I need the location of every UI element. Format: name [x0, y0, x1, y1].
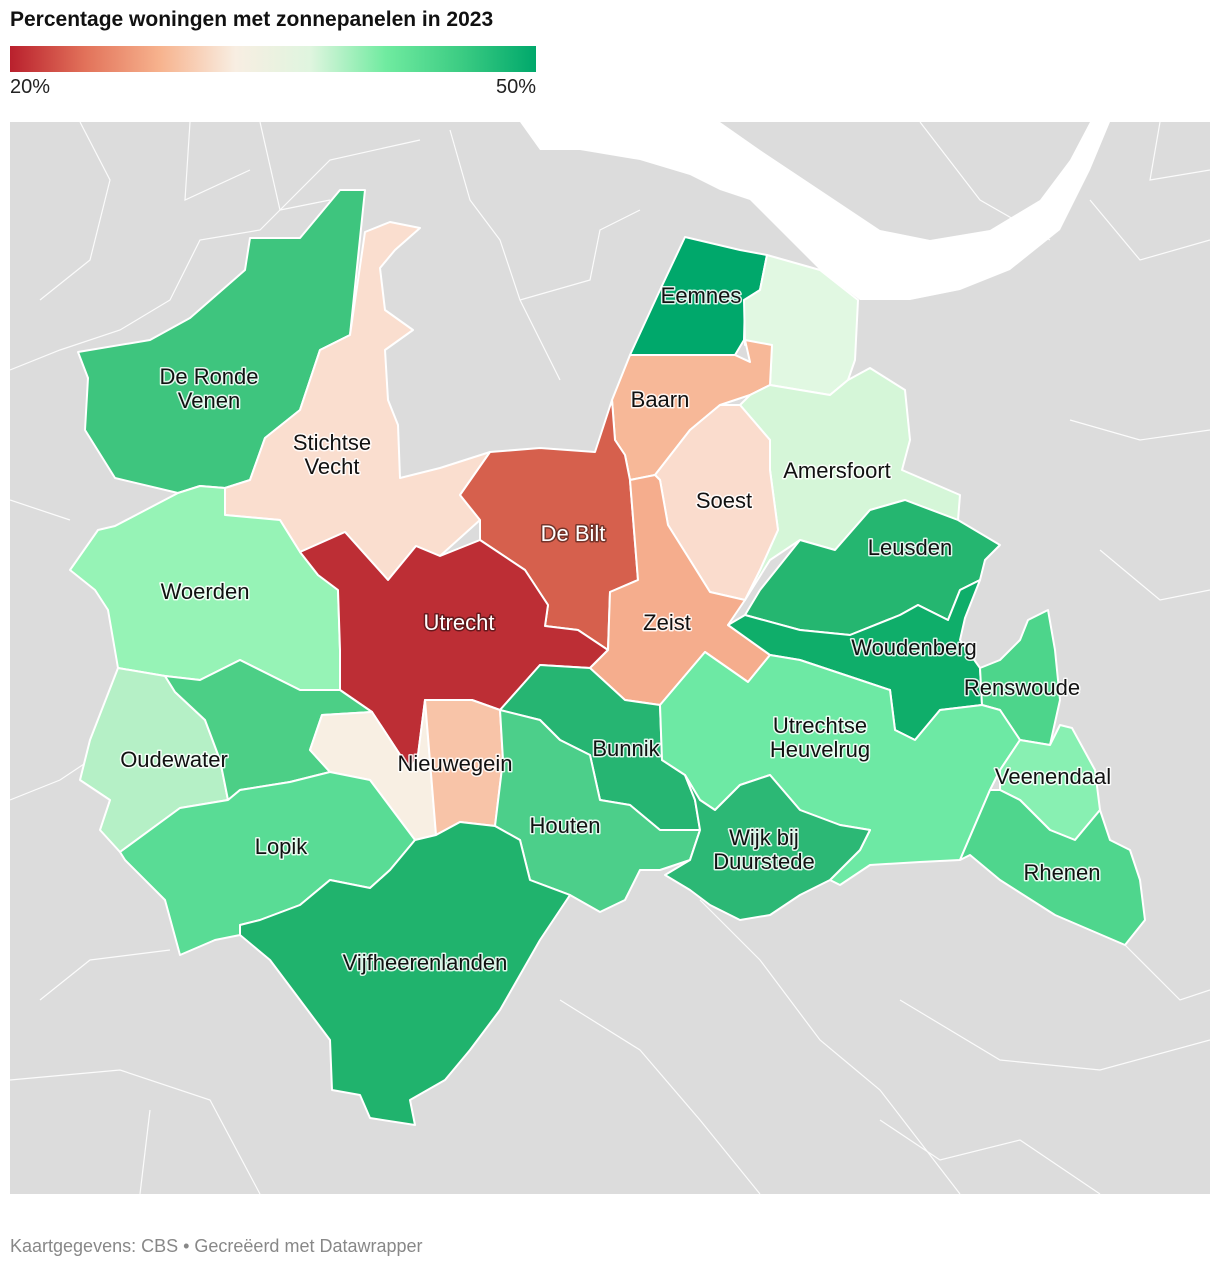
- label-eemnes: Eemnes: [661, 283, 742, 308]
- label-nieuwegein: Nieuwegein: [398, 751, 513, 776]
- label-stichtse-vecht: Stichtse Vecht: [293, 430, 371, 479]
- municipality-map: De Ronde Venen Stichtse Vecht Eemnes Baarn…: [10, 122, 1210, 1194]
- label-line: Lopik: [255, 834, 309, 859]
- label-line: De Bilt: [541, 521, 606, 546]
- label-line: De Ronde: [159, 364, 258, 389]
- label-de-bilt: De Bilt: [541, 521, 606, 546]
- label-line: Nieuwegein: [398, 751, 513, 776]
- water-body: [520, 122, 1110, 300]
- label-woudenberg: Woudenberg: [851, 635, 977, 660]
- label-line: Vecht: [304, 454, 359, 479]
- legend-min-label: 20%: [10, 76, 51, 98]
- chart-title: Percentage woningen met zonnepanelen in …: [10, 8, 494, 31]
- source-credit: Kaartgegevens: CBS • Gecreëerd met Dataw…: [10, 1236, 423, 1256]
- label-line: Leusden: [868, 535, 952, 560]
- label-utrecht: Utrecht: [424, 610, 495, 635]
- label-line: Oudewater: [120, 747, 228, 772]
- label-utrechtse-heuvelrug: Utrechtse Heuvelrug: [770, 713, 870, 762]
- label-oudewater: Oudewater: [120, 747, 228, 772]
- label-wijk-bij-duurstede: Wijk bij Duurstede: [713, 825, 815, 874]
- label-line: Rhenen: [1023, 860, 1100, 885]
- label-line: Houten: [530, 813, 601, 838]
- label-line: Eemnes: [661, 283, 742, 308]
- label-line: Woerden: [161, 579, 250, 604]
- label-line: Renswoude: [964, 675, 1080, 700]
- label-line: Stichtse: [293, 430, 371, 455]
- label-rhenen: Rhenen: [1023, 860, 1100, 885]
- label-line: Vijfheerenlanden: [343, 950, 508, 975]
- label-soest: Soest: [696, 488, 752, 513]
- label-houten: Houten: [530, 813, 601, 838]
- label-amersfoort: Amersfoort: [783, 458, 891, 483]
- label-bunnik: Bunnik: [592, 736, 660, 761]
- label-line: Heuvelrug: [770, 737, 870, 762]
- label-zeist: Zeist: [643, 610, 691, 635]
- region-vijfheerenlanden: [239, 821, 571, 1126]
- legend-max-label: 50%: [495, 76, 536, 98]
- color-legend-bar: [10, 46, 536, 72]
- label-woerden: Woerden: [161, 579, 250, 604]
- label-lopik: Lopik: [255, 834, 309, 859]
- label-line: Amersfoort: [783, 458, 891, 483]
- label-line: Utrecht: [424, 610, 495, 635]
- label-veenendaal: Veenendaal: [995, 764, 1111, 789]
- region-wijk-bij-duurstede: [664, 774, 871, 921]
- label-vijfheerenlanden: Vijfheerenlanden: [343, 950, 508, 975]
- label-line: Bunnik: [592, 736, 660, 761]
- region-rhenen: [959, 789, 1146, 946]
- label-line: Baarn: [631, 387, 690, 412]
- label-de-ronde-venen: De Ronde Venen: [159, 364, 258, 413]
- label-renswoude: Renswoude: [964, 675, 1080, 700]
- label-leusden: Leusden: [868, 535, 952, 560]
- label-line: Woudenberg: [851, 635, 977, 660]
- label-line: Zeist: [643, 610, 691, 635]
- label-baarn: Baarn: [631, 387, 690, 412]
- label-line: Soest: [696, 488, 752, 513]
- label-line: Veenendaal: [995, 764, 1111, 789]
- label-line: Venen: [178, 388, 240, 413]
- label-line: Wijk bij: [729, 825, 799, 850]
- label-line: Duurstede: [713, 849, 815, 874]
- label-line: Utrechtse: [773, 713, 867, 738]
